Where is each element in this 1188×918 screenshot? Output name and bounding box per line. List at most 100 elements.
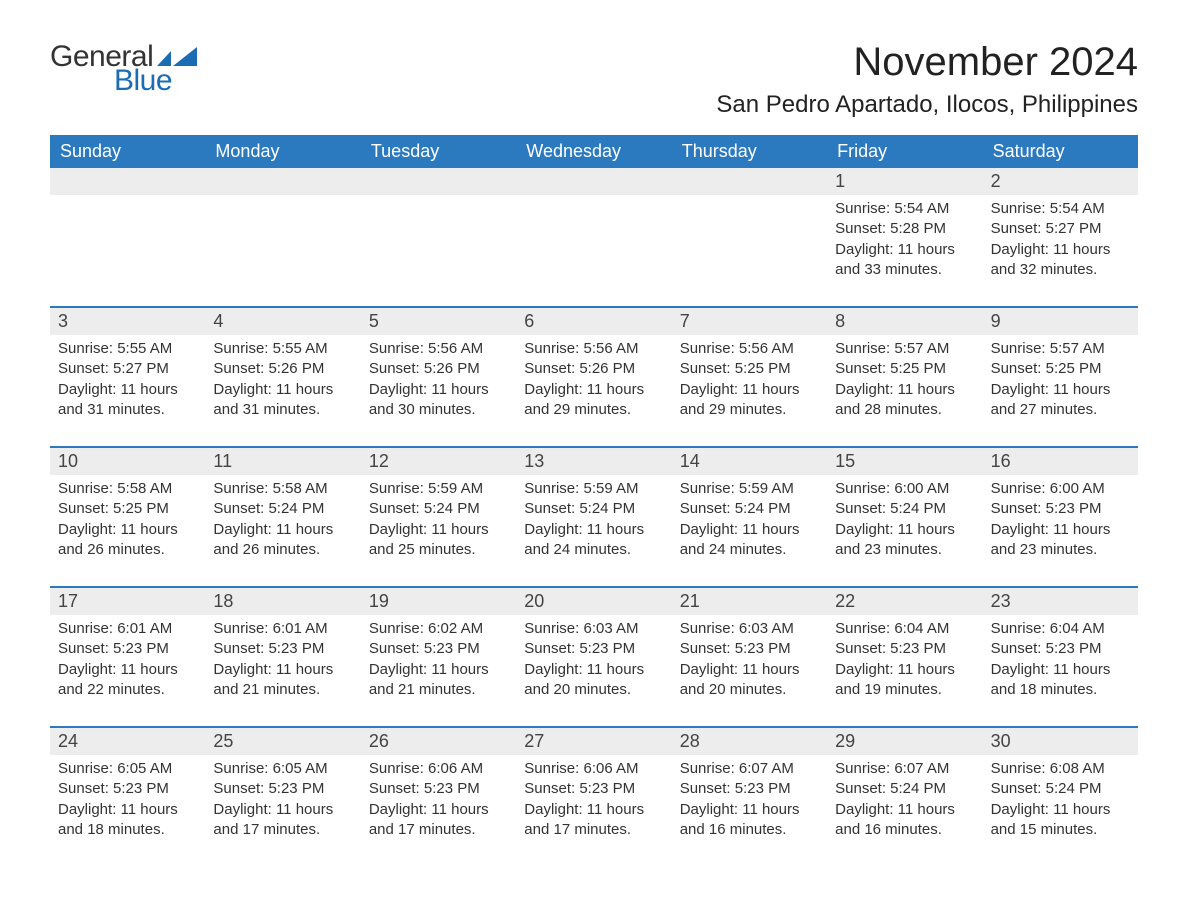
- weekday-saturday: Saturday: [983, 135, 1138, 168]
- day-cell: 11Sunrise: 5:58 AMSunset: 5:24 PMDayligh…: [205, 448, 360, 568]
- day-number: 20: [516, 588, 671, 615]
- empty-day-cell: [361, 168, 516, 288]
- sunset-line: Sunset: 5:23 PM: [524, 779, 663, 799]
- sunset-line: Sunset: 5:23 PM: [991, 499, 1130, 519]
- day-body: Sunrise: 5:55 AMSunset: 5:26 PMDaylight:…: [205, 335, 360, 428]
- weekday-header-row: SundayMondayTuesdayWednesdayThursdayFrid…: [50, 135, 1138, 168]
- daylight-line: Daylight: 11 hours and 32 minutes.: [991, 240, 1130, 281]
- day-number: 19: [361, 588, 516, 615]
- day-body: Sunrise: 5:54 AMSunset: 5:28 PMDaylight:…: [827, 195, 982, 288]
- day-number: 15: [827, 448, 982, 475]
- day-number: 9: [983, 308, 1138, 335]
- sunrise-line: Sunrise: 5:58 AM: [213, 479, 352, 499]
- day-body: Sunrise: 6:06 AMSunset: 5:23 PMDaylight:…: [516, 755, 671, 848]
- logo: General Blue: [50, 40, 197, 98]
- day-number: 3: [50, 308, 205, 335]
- day-number: 22: [827, 588, 982, 615]
- daylight-line: Daylight: 11 hours and 15 minutes.: [991, 800, 1130, 841]
- daylight-line: Daylight: 11 hours and 29 minutes.: [524, 380, 663, 421]
- sunrise-line: Sunrise: 5:54 AM: [835, 199, 974, 219]
- day-number: [50, 168, 205, 195]
- sunset-line: Sunset: 5:23 PM: [213, 639, 352, 659]
- day-body: Sunrise: 6:04 AMSunset: 5:23 PMDaylight:…: [983, 615, 1138, 708]
- day-number: 25: [205, 728, 360, 755]
- day-number: 10: [50, 448, 205, 475]
- sunrise-line: Sunrise: 6:01 AM: [58, 619, 197, 639]
- sunset-line: Sunset: 5:24 PM: [369, 499, 508, 519]
- daylight-line: Daylight: 11 hours and 20 minutes.: [524, 660, 663, 701]
- day-number: 8: [827, 308, 982, 335]
- day-number: 21: [672, 588, 827, 615]
- weekday-monday: Monday: [205, 135, 360, 168]
- daylight-line: Daylight: 11 hours and 28 minutes.: [835, 380, 974, 421]
- day-body: Sunrise: 5:56 AMSunset: 5:26 PMDaylight:…: [361, 335, 516, 428]
- sunrise-line: Sunrise: 6:06 AM: [369, 759, 508, 779]
- week-row: 1Sunrise: 5:54 AMSunset: 5:28 PMDaylight…: [50, 168, 1138, 288]
- day-body: Sunrise: 5:56 AMSunset: 5:25 PMDaylight:…: [672, 335, 827, 428]
- sunset-line: Sunset: 5:23 PM: [369, 639, 508, 659]
- sunrise-line: Sunrise: 5:59 AM: [369, 479, 508, 499]
- daylight-line: Daylight: 11 hours and 17 minutes.: [524, 800, 663, 841]
- empty-day-cell: [516, 168, 671, 288]
- sunrise-line: Sunrise: 5:55 AM: [58, 339, 197, 359]
- day-number: 16: [983, 448, 1138, 475]
- sunrise-line: Sunrise: 6:04 AM: [835, 619, 974, 639]
- day-cell: 18Sunrise: 6:01 AMSunset: 5:23 PMDayligh…: [205, 588, 360, 708]
- day-body: Sunrise: 6:03 AMSunset: 5:23 PMDaylight:…: [516, 615, 671, 708]
- weekday-wednesday: Wednesday: [516, 135, 671, 168]
- daylight-line: Daylight: 11 hours and 16 minutes.: [835, 800, 974, 841]
- day-cell: 10Sunrise: 5:58 AMSunset: 5:25 PMDayligh…: [50, 448, 205, 568]
- sunset-line: Sunset: 5:23 PM: [524, 639, 663, 659]
- sunset-line: Sunset: 5:24 PM: [835, 499, 974, 519]
- sunset-line: Sunset: 5:23 PM: [58, 779, 197, 799]
- daylight-line: Daylight: 11 hours and 33 minutes.: [835, 240, 974, 281]
- sunrise-line: Sunrise: 5:56 AM: [369, 339, 508, 359]
- day-body: Sunrise: 5:57 AMSunset: 5:25 PMDaylight:…: [827, 335, 982, 428]
- day-cell: 29Sunrise: 6:07 AMSunset: 5:24 PMDayligh…: [827, 728, 982, 848]
- sunset-line: Sunset: 5:25 PM: [58, 499, 197, 519]
- sunrise-line: Sunrise: 6:07 AM: [680, 759, 819, 779]
- sunrise-line: Sunrise: 5:58 AM: [58, 479, 197, 499]
- day-number: [516, 168, 671, 195]
- day-cell: 24Sunrise: 6:05 AMSunset: 5:23 PMDayligh…: [50, 728, 205, 848]
- day-number: 6: [516, 308, 671, 335]
- day-body: Sunrise: 6:05 AMSunset: 5:23 PMDaylight:…: [50, 755, 205, 848]
- day-body: Sunrise: 6:07 AMSunset: 5:23 PMDaylight:…: [672, 755, 827, 848]
- day-body: Sunrise: 6:02 AMSunset: 5:23 PMDaylight:…: [361, 615, 516, 708]
- day-cell: 26Sunrise: 6:06 AMSunset: 5:23 PMDayligh…: [361, 728, 516, 848]
- sunset-line: Sunset: 5:23 PM: [58, 639, 197, 659]
- day-body: Sunrise: 5:59 AMSunset: 5:24 PMDaylight:…: [672, 475, 827, 568]
- sunset-line: Sunset: 5:27 PM: [58, 359, 197, 379]
- daylight-line: Daylight: 11 hours and 21 minutes.: [369, 660, 508, 701]
- day-body: Sunrise: 5:59 AMSunset: 5:24 PMDaylight:…: [361, 475, 516, 568]
- sunset-line: Sunset: 5:23 PM: [991, 639, 1130, 659]
- day-body: Sunrise: 6:00 AMSunset: 5:24 PMDaylight:…: [827, 475, 982, 568]
- day-body: Sunrise: 5:55 AMSunset: 5:27 PMDaylight:…: [50, 335, 205, 428]
- day-body: Sunrise: 6:06 AMSunset: 5:23 PMDaylight:…: [361, 755, 516, 848]
- day-cell: 20Sunrise: 6:03 AMSunset: 5:23 PMDayligh…: [516, 588, 671, 708]
- sunset-line: Sunset: 5:25 PM: [835, 359, 974, 379]
- day-number: 4: [205, 308, 360, 335]
- sunset-line: Sunset: 5:26 PM: [369, 359, 508, 379]
- title-block: November 2024 San Pedro Apartado, Ilocos…: [716, 40, 1138, 119]
- daylight-line: Daylight: 11 hours and 18 minutes.: [58, 800, 197, 841]
- day-cell: 15Sunrise: 6:00 AMSunset: 5:24 PMDayligh…: [827, 448, 982, 568]
- sunrise-line: Sunrise: 6:05 AM: [58, 759, 197, 779]
- sunset-line: Sunset: 5:23 PM: [369, 779, 508, 799]
- weekday-thursday: Thursday: [672, 135, 827, 168]
- daylight-line: Daylight: 11 hours and 20 minutes.: [680, 660, 819, 701]
- day-cell: 28Sunrise: 6:07 AMSunset: 5:23 PMDayligh…: [672, 728, 827, 848]
- day-cell: 30Sunrise: 6:08 AMSunset: 5:24 PMDayligh…: [983, 728, 1138, 848]
- sunset-line: Sunset: 5:25 PM: [680, 359, 819, 379]
- sunrise-line: Sunrise: 6:06 AM: [524, 759, 663, 779]
- day-cell: 19Sunrise: 6:02 AMSunset: 5:23 PMDayligh…: [361, 588, 516, 708]
- daylight-line: Daylight: 11 hours and 25 minutes.: [369, 520, 508, 561]
- day-cell: 25Sunrise: 6:05 AMSunset: 5:23 PMDayligh…: [205, 728, 360, 848]
- day-body: Sunrise: 6:05 AMSunset: 5:23 PMDaylight:…: [205, 755, 360, 848]
- sunset-line: Sunset: 5:23 PM: [680, 639, 819, 659]
- day-body: Sunrise: 5:57 AMSunset: 5:25 PMDaylight:…: [983, 335, 1138, 428]
- sunrise-line: Sunrise: 6:00 AM: [835, 479, 974, 499]
- location: San Pedro Apartado, Ilocos, Philippines: [716, 91, 1138, 119]
- daylight-line: Daylight: 11 hours and 18 minutes.: [991, 660, 1130, 701]
- sunrise-line: Sunrise: 6:07 AM: [835, 759, 974, 779]
